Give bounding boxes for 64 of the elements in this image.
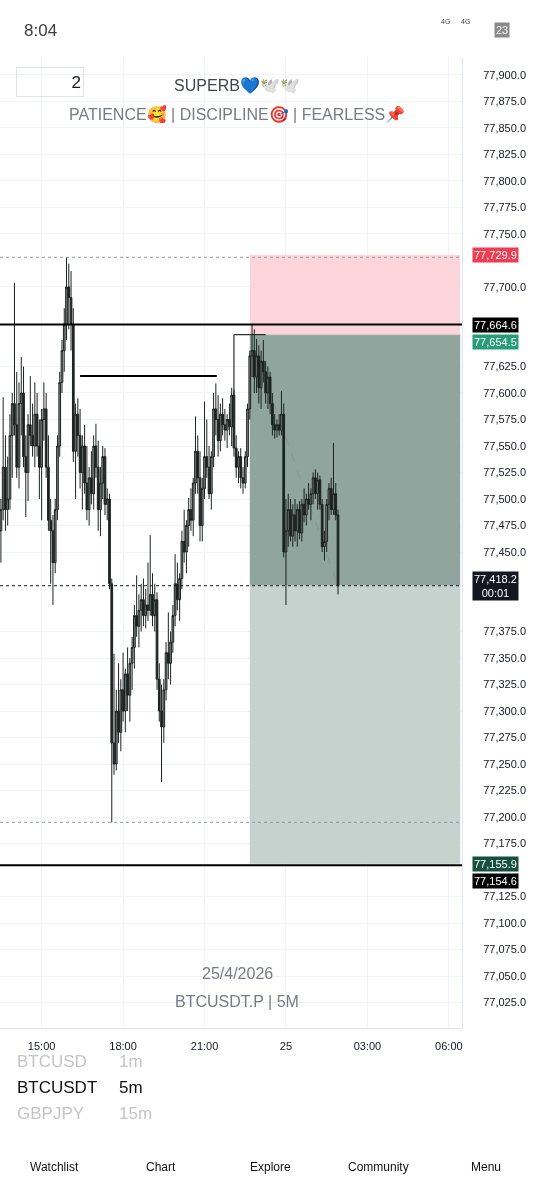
y-tick-label: 77,625.0 (483, 360, 527, 373)
text: 1m (119, 1052, 143, 1071)
ref-line-label: 77,418.2 00:01 (474, 573, 517, 600)
text: Explore (250, 1160, 292, 1174)
y-tick-label: 77,450.0 (483, 545, 527, 558)
y-tick-label: 77,600.0 (483, 386, 527, 399)
y-tick-label: 77,500.0 (483, 492, 527, 505)
y-tick-label: 77,750.0 (483, 227, 527, 240)
x-tick-label: 25 (279, 1040, 293, 1053)
y-tick-label: 77,050.0 (483, 969, 527, 982)
candlestick (266, 365, 270, 410)
candlestick (291, 503, 295, 548)
y-tick-label: 77,075.0 (483, 943, 527, 956)
x-tick-label: 21:00 (190, 1040, 219, 1053)
y-tick-label: 77,550.0 (483, 439, 527, 452)
y-tick-label: 77,200.0 (483, 810, 527, 823)
y-tick-label: 77,575.0 (483, 413, 527, 426)
y-tick-label: 77,475.0 (483, 519, 527, 532)
y-tick-label: 77,125.0 (483, 890, 527, 903)
y-tick-label: 77,225.0 (483, 784, 527, 797)
y-tick-label: 77,525.0 (483, 466, 527, 479)
ref-line-label: 77,154.6 (474, 875, 517, 887)
text: BTCUSDT (17, 1078, 98, 1097)
y-tick-label: 77,375.0 (483, 625, 527, 638)
text: GBPJPY (17, 1104, 85, 1123)
data-label: 77,654.5 (474, 336, 517, 348)
annotation: 2 (71, 72, 81, 92)
text: Watchlist (30, 1160, 79, 1174)
x-tick-label: 18:00 (109, 1040, 137, 1053)
y-tick-label: 77,900.0 (483, 68, 527, 81)
x-tick-label: 03:00 (353, 1040, 382, 1053)
text: Chart (146, 1160, 177, 1174)
y-tick-label: 77,775.0 (483, 201, 527, 214)
text: 23 (496, 24, 509, 36)
x-tick-label: 06:00 (435, 1040, 463, 1053)
text: Community (348, 1160, 409, 1174)
candlestick (332, 442, 335, 516)
data-label: 77,729.9 (474, 249, 517, 261)
text: Menu (471, 1160, 502, 1174)
y-tick-label: 77,175.0 (483, 837, 527, 850)
ref-line-label: 77,664.6 (474, 319, 517, 331)
text: 8:04 (24, 21, 58, 40)
y-tick-label: 77,100.0 (483, 916, 527, 929)
y-tick-label: 77,800.0 (483, 174, 527, 187)
text: 15m (119, 1104, 153, 1123)
text: 5m (119, 1078, 143, 1097)
text: PATIENCE🥰 | DISCIPLINE🎯 | FEARLESS📌 (69, 105, 406, 124)
annotation: 77,155.9 (474, 858, 517, 870)
y-tick-label: 77,700.0 (483, 280, 527, 293)
text: SUPERB💙🕊🕊 (174, 76, 300, 94)
annotation: BTCUSDT.P | 5M (175, 993, 299, 1010)
y-tick-label: 77,300.0 (483, 704, 527, 717)
y-tick-label: 77,275.0 (483, 731, 527, 744)
y-tick-label: 77,325.0 (483, 678, 527, 691)
y-tick-label: 77,350.0 (483, 651, 527, 664)
y-tick-label: 77,875.0 (483, 95, 527, 108)
y-tick-label: 77,825.0 (483, 148, 527, 161)
y-tick-label: 77,025.0 (483, 996, 527, 1009)
x-tick-label: 15:00 (27, 1040, 56, 1053)
y-tick-label: 77,850.0 (483, 121, 527, 134)
y-tick-label: 77,250.0 (483, 757, 527, 770)
candlestick (316, 472, 319, 511)
text: BTCUSD (17, 1052, 87, 1071)
annotation: 25/4/2026 (202, 965, 274, 982)
